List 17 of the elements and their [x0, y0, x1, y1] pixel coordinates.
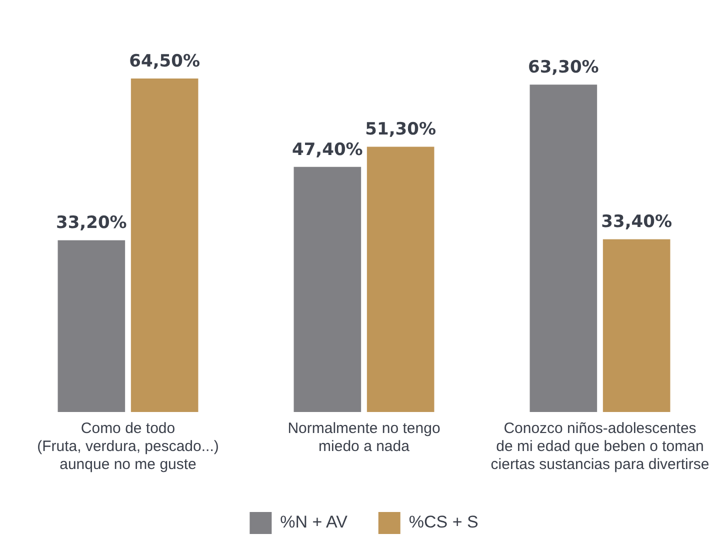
bar: [58, 240, 126, 412]
data-label: 33,20%: [56, 213, 127, 234]
bar: [366, 146, 434, 412]
x-tick-label: Conozco niños-adolescentes de mi edad que beben o toman ciertas sustancias para divertirse: [490, 420, 710, 474]
x-tick-label: Normalmente no tengo miedo a nada: [288, 420, 440, 456]
data-label: 64,50%: [129, 51, 200, 72]
data-label: 47,40%: [292, 140, 363, 160]
bar: [130, 78, 198, 412]
data-label: 63,30%: [528, 58, 599, 78]
legend-label: %CS + S: [408, 512, 478, 532]
bar: [294, 166, 362, 412]
bar: [530, 84, 598, 412]
bar: [602, 239, 670, 412]
data-label: 33,40%: [601, 212, 672, 232]
data-label: 51,30%: [365, 120, 436, 140]
x-tick-label: Como de todo (Fruta, verdura, pescado...) aunque no me guste: [37, 420, 219, 474]
legend-label: %N + AV: [280, 512, 348, 532]
